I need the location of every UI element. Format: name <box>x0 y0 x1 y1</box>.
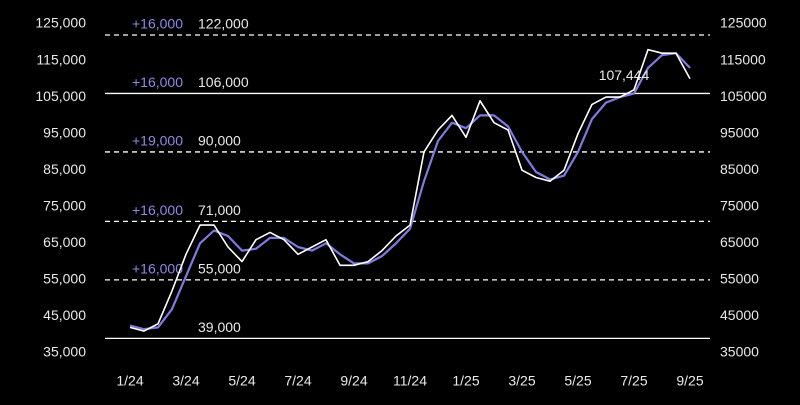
level-change: +16,000 <box>132 74 183 90</box>
x-tick-label: 5/25 <box>564 373 591 389</box>
y-tick-label: 125,000 <box>35 15 86 31</box>
x-tick-label: 5/24 <box>228 373 255 389</box>
x-tick-label: 3/25 <box>508 373 535 389</box>
y2-tick-label: 35000 <box>720 344 759 360</box>
y2-tick-label: 75000 <box>720 197 759 213</box>
y-tick-label: 35,000 <box>43 344 86 360</box>
level-label: 106,000 <box>198 74 249 90</box>
y-tick-label: 65,000 <box>43 234 86 250</box>
x-tick-label: 7/24 <box>284 373 311 389</box>
level-label: 71,000 <box>198 202 241 218</box>
y-tick-label: 75,000 <box>43 197 86 213</box>
y-tick-label: 85,000 <box>43 161 86 177</box>
series-line <box>129 48 691 332</box>
level-change: +16,000 <box>132 16 183 32</box>
y2-tick-label: 105000 <box>720 88 767 104</box>
level-change: +16,000 <box>132 261 183 277</box>
y-tick-label: 45,000 <box>43 307 86 323</box>
y-tick-label: 105,000 <box>35 88 86 104</box>
y-tick-label: 115,000 <box>36 51 86 67</box>
level-label: 90,000 <box>198 133 241 149</box>
y2-tick-label: 95000 <box>720 124 759 140</box>
y-tick-label: 55,000 <box>43 271 86 287</box>
level-change: +19,000 <box>132 133 183 149</box>
x-tick-label: 1/24 <box>116 373 143 389</box>
level-label: 55,000 <box>198 261 241 277</box>
y2-tick-label: 85000 <box>720 161 759 177</box>
x-tick-label: 9/25 <box>676 373 703 389</box>
level-label: 122,000 <box>198 16 249 32</box>
x-tick-label: 11/24 <box>393 373 427 389</box>
series-line <box>129 52 691 331</box>
x-tick-label: 9/24 <box>340 373 367 389</box>
x-tick-label: 1/25 <box>452 373 479 389</box>
y2-tick-label: 125000 <box>720 15 767 31</box>
x-tick-label: 7/25 <box>620 373 647 389</box>
y-tick-label: 95,000 <box>43 124 86 140</box>
peak-annotation: 107,444 <box>599 67 650 83</box>
y2-tick-label: 55000 <box>720 271 759 287</box>
level-change: +16,000 <box>132 202 183 218</box>
level-label: 39,000 <box>198 319 241 335</box>
y2-tick-label: 45000 <box>720 307 759 323</box>
y2-tick-label: 65000 <box>720 234 759 250</box>
x-tick-label: 3/24 <box>172 373 199 389</box>
y2-tick-label: 115000 <box>720 51 766 67</box>
